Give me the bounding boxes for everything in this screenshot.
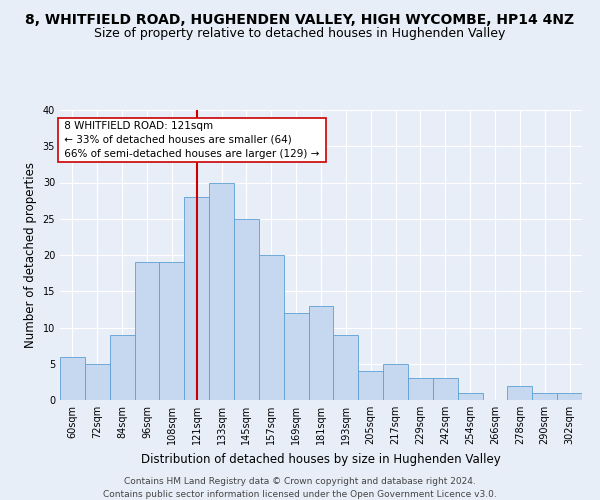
Text: Size of property relative to detached houses in Hughenden Valley: Size of property relative to detached ho… (94, 28, 506, 40)
Bar (334, 335, 358, 400)
Bar (284, 313, 308, 400)
Bar (308, 306, 334, 400)
Bar (508, 386, 532, 400)
X-axis label: Distribution of detached houses by size in Hughenden Valley: Distribution of detached houses by size … (141, 452, 501, 466)
Bar (160, 262, 184, 400)
Bar (259, 255, 284, 400)
Bar (458, 393, 482, 400)
Bar (408, 378, 433, 400)
Bar (184, 197, 209, 400)
Bar (110, 335, 134, 400)
Bar (383, 364, 408, 400)
Bar (557, 393, 582, 400)
Bar (134, 262, 160, 400)
Bar (532, 393, 557, 400)
Bar (60, 356, 85, 400)
Text: Contains public sector information licensed under the Open Government Licence v3: Contains public sector information licen… (103, 490, 497, 499)
Bar (85, 364, 110, 400)
Text: 8 WHITFIELD ROAD: 121sqm
 ← 33% of detached houses are smaller (64)
 66% of semi: 8 WHITFIELD ROAD: 121sqm ← 33% of detach… (61, 121, 323, 159)
Bar (234, 219, 259, 400)
Text: 8, WHITFIELD ROAD, HUGHENDEN VALLEY, HIGH WYCOMBE, HP14 4NZ: 8, WHITFIELD ROAD, HUGHENDEN VALLEY, HIG… (25, 12, 575, 26)
Bar (209, 182, 234, 400)
Text: Contains HM Land Registry data © Crown copyright and database right 2024.: Contains HM Land Registry data © Crown c… (124, 478, 476, 486)
Y-axis label: Number of detached properties: Number of detached properties (24, 162, 37, 348)
Bar (433, 378, 458, 400)
Bar (358, 371, 383, 400)
